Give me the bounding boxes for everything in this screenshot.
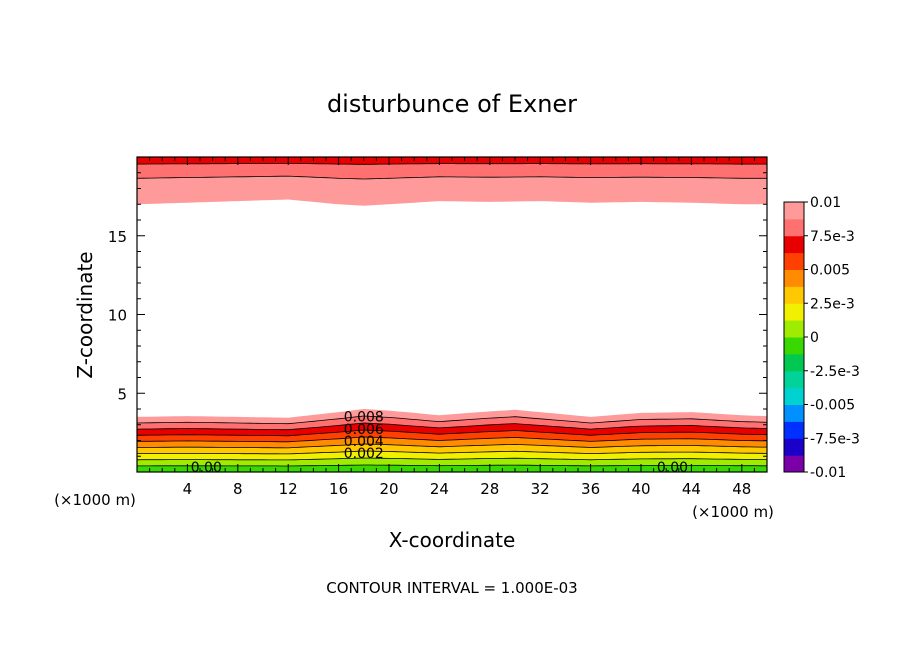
colorbar-label: -0.01 (810, 465, 846, 481)
y-tick-label: 15 (108, 228, 127, 246)
contour-line (137, 422, 767, 431)
x-axis: 4 8 12 16 20 24 28 32 36 40 44 48 (136, 157, 768, 498)
x-tick-label: 40 (631, 480, 650, 498)
colorbar-label: -2.5e-3 (810, 364, 860, 380)
colorbar-swatch (784, 337, 804, 355)
x-tick-label: 28 (480, 480, 499, 498)
colorbar-label: -0.005 (810, 398, 855, 414)
colorbar-swatch (784, 353, 804, 372)
contour-label: 0.004 (344, 434, 384, 450)
x-tick-label: 24 (430, 480, 449, 498)
x-tick-label: 8 (233, 480, 243, 498)
chart-title: disturbunce of Exner (327, 90, 577, 118)
colorbar-swatch (784, 269, 804, 287)
x-tick-label: 12 (279, 480, 298, 498)
colorbar-swatch (784, 286, 804, 304)
contour-line (137, 464, 767, 467)
x-tick-label: 20 (379, 480, 398, 498)
colorbar-swatch (784, 235, 804, 254)
colorbar-label: 0 (810, 330, 819, 346)
colorbar: 0.01 7.5e-3 0.005 2.5e-3 0 -2.5e-3 -0.005 -7.5e… (783, 195, 860, 481)
colorbar-swatch (784, 218, 804, 237)
contour-line (137, 457, 767, 461)
colorbar-label: 7.5e-3 (810, 229, 855, 245)
x-axis-label: X-coordinate (389, 528, 516, 552)
colorbar-swatch (784, 455, 804, 473)
colorbar-label: 0.01 (810, 195, 841, 211)
contour-line (137, 175, 767, 180)
contour-label: 0.00 (657, 460, 688, 476)
x-tick-label: 36 (581, 480, 600, 498)
colorbar-label: 2.5e-3 (810, 296, 855, 312)
contour-line (137, 436, 767, 443)
contour-label: 0.002 (344, 446, 384, 462)
x-tick-label: 44 (682, 480, 701, 498)
x-tick-label: 32 (531, 480, 550, 498)
colorbar-swatch (784, 421, 804, 439)
colorbar-swatch (784, 202, 804, 220)
colorbar-swatch (784, 303, 804, 321)
x-tick-label: 16 (329, 480, 348, 498)
colorbar-swatch (784, 252, 804, 271)
contour-interval-note: CONTOUR INTERVAL = 1.000E-03 (326, 579, 577, 597)
contour-label: 0.006 (344, 422, 384, 438)
contour-line (137, 163, 767, 165)
x-tick-label: 4 (183, 480, 193, 498)
x-unit-left: (×1000 m) (54, 491, 136, 509)
plot-area (137, 157, 767, 472)
contour-line (137, 450, 767, 455)
contour-line (137, 429, 767, 437)
contour-line (137, 443, 767, 449)
contour-label: 0.008 (344, 410, 384, 426)
x-tick-label: 48 (732, 480, 751, 498)
y-axis-label: Z-coordinate (73, 251, 97, 378)
y-tick-label: 10 (108, 307, 127, 325)
contour-line (137, 415, 767, 425)
contour-label: 0.00 (191, 460, 222, 476)
x-unit-right: (×1000 m) (692, 503, 774, 521)
colorbar-label: 0.005 (810, 263, 850, 279)
colorbar-swatch (784, 404, 804, 422)
y-tick-label: 5 (117, 385, 127, 403)
colorbar-swatch (784, 320, 804, 338)
colorbar-label: -7.5e-3 (810, 431, 860, 447)
colorbar-swatch (784, 370, 804, 389)
colorbar-swatch (784, 387, 804, 406)
colorbar-swatch (784, 438, 804, 456)
y-axis: 5 10 15 (108, 156, 767, 473)
